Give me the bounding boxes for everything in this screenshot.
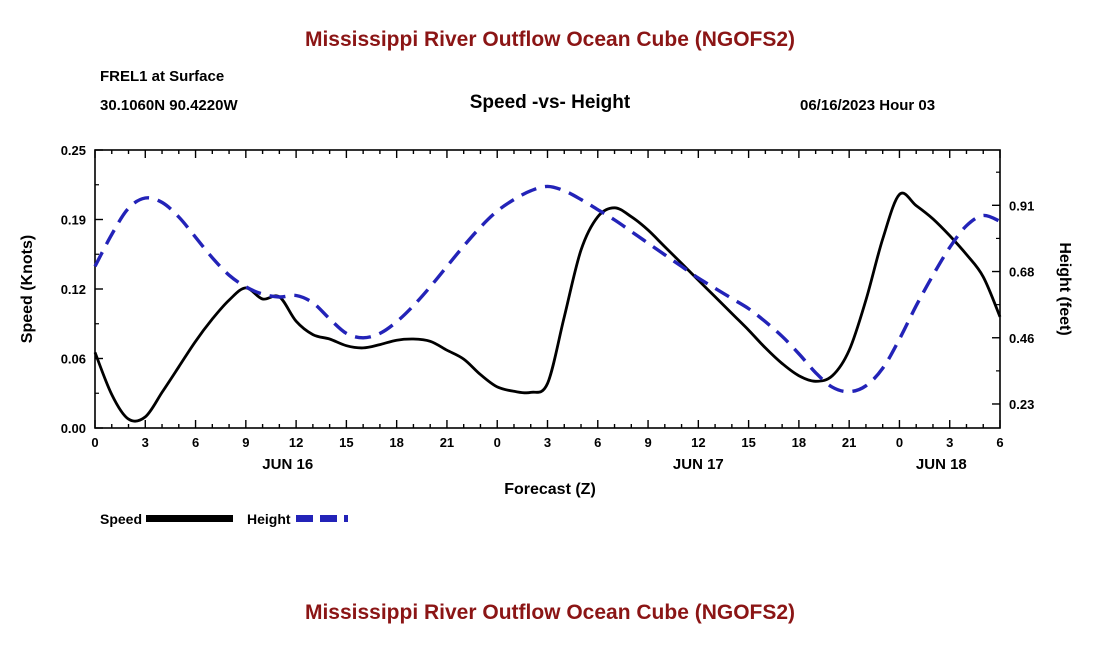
y-left-tick-label: 0.12 bbox=[61, 282, 86, 297]
y-left-tick-label: 0.06 bbox=[61, 352, 86, 367]
day-label: JUN 18 bbox=[916, 456, 967, 473]
coordinates-label: 30.1060N 90.4220W bbox=[100, 97, 238, 114]
y-right-tick-label: 0.23 bbox=[1009, 397, 1034, 412]
x-axis-label: Forecast (Z) bbox=[504, 481, 596, 498]
x-tick-label: 21 bbox=[842, 435, 856, 450]
x-tick-label: 18 bbox=[792, 435, 806, 450]
x-tick-label: 18 bbox=[389, 435, 403, 450]
series-line-height bbox=[93, 184, 1001, 394]
legend-height-label: Height bbox=[247, 511, 291, 527]
x-tick-label: 12 bbox=[691, 435, 705, 450]
x-tick-label: 15 bbox=[741, 435, 755, 450]
plot-area: 0 3 6 9 12 15 18 21 0 3 6 9 12 15 18 21 0 3 6 JUN 16 JUN 17 J… bbox=[61, 143, 1035, 473]
y-right-tick-label: 0.91 bbox=[1009, 198, 1034, 213]
second-chart-title: Mississippi River Outflow Ocean Cube (NG… bbox=[304, 601, 796, 624]
legend-speed-label: Speed bbox=[100, 511, 143, 527]
x-tick-label: 9 bbox=[242, 435, 249, 450]
x-tick-label: 3 bbox=[544, 435, 551, 450]
x-tick-label: 0 bbox=[494, 435, 501, 450]
y-right-tick-label: 0.46 bbox=[1009, 331, 1034, 346]
x-tick-label: 21 bbox=[440, 435, 454, 450]
x-tick-label: 0 bbox=[896, 435, 903, 450]
x-tick-label: 3 bbox=[142, 435, 149, 450]
datetime-label: 06/16/2023 Hour 03 bbox=[800, 97, 936, 114]
y-right-tick-label: 0.68 bbox=[1009, 265, 1034, 280]
x-tick-label: 0 bbox=[91, 435, 98, 450]
x-tick-label: 3 bbox=[946, 435, 953, 450]
y-left-tick-label: 0.00 bbox=[61, 421, 86, 436]
y-left-tick-label: 0.25 bbox=[61, 143, 86, 158]
station-label: FREL1 at Surface bbox=[100, 68, 225, 85]
x-tick-label: 15 bbox=[339, 435, 353, 450]
day-label: JUN 17 bbox=[673, 456, 724, 473]
chart-title: Mississippi River Outflow Ocean Cube (NG… bbox=[304, 28, 796, 51]
y-left-tick-label: 0.19 bbox=[61, 213, 86, 228]
legend-height-swatch bbox=[296, 515, 348, 522]
day-label: JUN 16 bbox=[262, 456, 313, 473]
x-tick-label: 12 bbox=[289, 435, 303, 450]
x-tick-label: 6 bbox=[996, 435, 1003, 450]
x-tick-label: 6 bbox=[594, 435, 601, 450]
chart-subtitle: Speed -vs- Height bbox=[469, 92, 631, 113]
legend-speed-swatch bbox=[146, 515, 233, 522]
x-tick-label: 9 bbox=[644, 435, 651, 450]
x-tick-label: 6 bbox=[192, 435, 199, 450]
